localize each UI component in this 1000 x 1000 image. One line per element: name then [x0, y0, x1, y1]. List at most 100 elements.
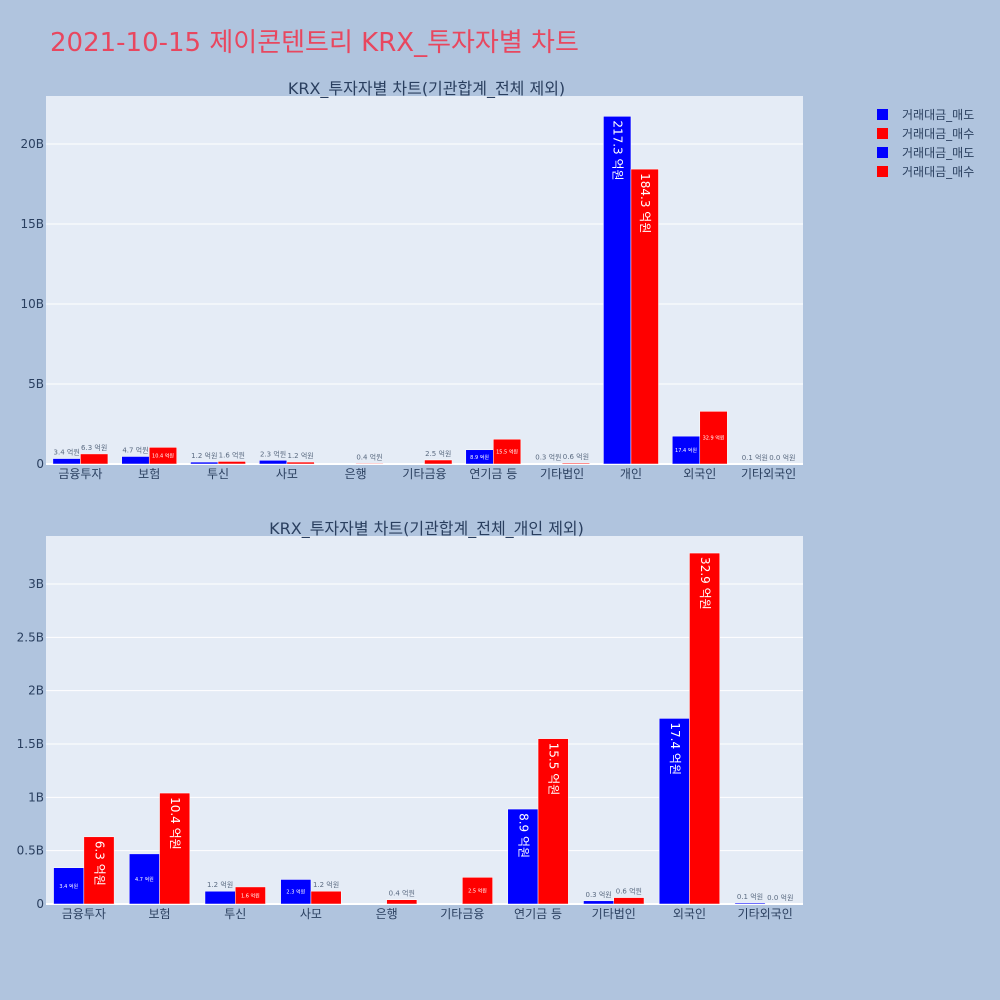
data-label: 217.3 억원 — [611, 120, 625, 180]
data-label: 17.4 억원 — [675, 447, 697, 454]
data-label: 0.0 억원 — [767, 893, 793, 902]
data-label: 6.3 억원 — [81, 443, 107, 452]
data-label: 184.3 억원 — [638, 173, 652, 233]
data-label: 0.1 억원 — [737, 892, 763, 901]
y-tick-label: 10B — [20, 297, 44, 311]
x-tick-label: 금융투자 — [62, 907, 106, 921]
x-tick-label: 기타법인 — [592, 907, 636, 921]
data-label: 2.5 억원 — [425, 449, 451, 458]
data-label: 0.1 억원 — [742, 453, 768, 462]
data-label: 3.4 억원 — [59, 883, 78, 890]
data-label: 8.9 억원 — [470, 454, 489, 461]
data-label: 8.9 억원 — [516, 813, 530, 858]
x-tick-label: 연기금 등 — [469, 467, 517, 481]
bar — [537, 738, 569, 905]
bar — [561, 462, 590, 465]
data-label: 0.4 억원 — [356, 452, 382, 461]
x-tick-label: 투신 — [224, 907, 246, 921]
data-label: 3.4 억원 — [54, 448, 80, 457]
legend-item: 거래대금_매수 — [902, 165, 974, 179]
bar — [583, 900, 614, 905]
x-tick-label: 개인 — [620, 467, 642, 481]
bar — [424, 459, 453, 465]
y-tick-label: 20B — [20, 137, 44, 151]
y-tick-label: 0.5B — [17, 844, 44, 858]
data-label: 10.4 억원 — [152, 453, 174, 460]
bar — [52, 458, 81, 465]
x-tick-label: 기타금융 — [440, 907, 484, 921]
x-tick-label: 기타금융 — [402, 467, 446, 481]
legend-swatch — [877, 166, 888, 177]
page-title: 2021-10-15 제이콘텐트리 KRX_투자자별 차트 — [50, 28, 579, 58]
bar — [80, 453, 109, 465]
y-tick-label: 2B — [28, 684, 44, 698]
bar — [204, 890, 236, 905]
y-tick-label: 1.5B — [17, 737, 44, 751]
data-label: 2.3 억원 — [286, 889, 305, 896]
chart-title: KRX_투자자별 차트(기관합계_전체 제외) — [288, 79, 565, 99]
bar — [121, 456, 150, 465]
data-label: 15.5 억원 — [496, 449, 518, 456]
data-label: 0.3 억원 — [535, 453, 561, 462]
bar — [355, 463, 384, 465]
x-tick-label: 연기금 등 — [514, 907, 562, 921]
chart-top: 0 5B 10B 15B 20B KRX_투자자별 차트(기관합계_전체 제외) 금융투자 3… — [20, 79, 803, 481]
y-tick-label: 5B — [28, 377, 44, 391]
bar — [280, 879, 312, 905]
bar — [217, 461, 246, 465]
data-label: 0.4 억원 — [389, 889, 415, 898]
chart-title: KRX_투자자별 차트(기관합계_전체_개인 제외) — [269, 519, 584, 539]
data-label: 1.6 억원 — [241, 892, 260, 899]
bar — [83, 836, 115, 905]
bar — [734, 902, 766, 905]
bar — [493, 438, 522, 465]
y-tick-label: 2.5B — [17, 630, 44, 644]
bar — [658, 718, 690, 905]
bar — [53, 867, 85, 905]
plot-area — [46, 96, 803, 464]
legend-item: 거래대금_매도 — [902, 108, 974, 122]
y-tick-label: 0 — [36, 457, 44, 471]
bar — [613, 897, 645, 905]
bar — [699, 411, 728, 465]
data-label: 6.3 억원 — [92, 841, 106, 886]
legend-item: 거래대금_매도 — [902, 146, 974, 160]
bar — [507, 808, 539, 905]
x-tick-label: 기타법인 — [540, 467, 584, 481]
data-label: 0.0 억원 — [769, 453, 795, 462]
x-tick-label: 투신 — [207, 467, 229, 481]
data-label: 10.4 억원 — [168, 797, 182, 850]
x-tick-label: 금융투자 — [58, 467, 102, 481]
x-tick-label: 보험 — [149, 907, 171, 921]
y-tick-label: 15B — [20, 217, 44, 231]
legend-swatch — [877, 128, 888, 139]
data-label: 4.7 억원 — [135, 876, 154, 883]
x-tick-label: 은행 — [376, 906, 398, 921]
legend-swatch — [877, 109, 888, 120]
data-label: 0.3 억원 — [585, 890, 611, 899]
y-tick-label: 1B — [28, 790, 44, 804]
data-label: 1.2 억원 — [191, 451, 217, 460]
bar — [259, 460, 288, 465]
data-label: 0.6 억원 — [616, 887, 642, 896]
data-label: 1.6 억원 — [219, 450, 245, 459]
x-tick-label: 은행 — [345, 466, 367, 481]
data-label: 17.4 억원 — [668, 722, 682, 775]
data-label: 32.9 억원 — [703, 435, 725, 442]
bar — [286, 461, 315, 465]
bar — [129, 853, 160, 905]
bar — [148, 447, 178, 465]
bar — [630, 168, 659, 465]
data-label: 0.6 억원 — [563, 452, 589, 461]
x-tick-label: 보험 — [138, 467, 160, 481]
bar — [462, 877, 493, 905]
legend-item: 거래대금_매수 — [902, 127, 974, 141]
bar — [159, 792, 191, 905]
data-label: 15.5 억원 — [547, 743, 561, 796]
x-tick-label: 기타외국인 — [741, 467, 796, 481]
data-label: 1.2 억원 — [313, 880, 339, 889]
x-tick-label: 사모 — [300, 907, 322, 921]
x-tick-label: 외국인 — [673, 907, 706, 921]
data-label: 1.2 억원 — [288, 451, 314, 460]
